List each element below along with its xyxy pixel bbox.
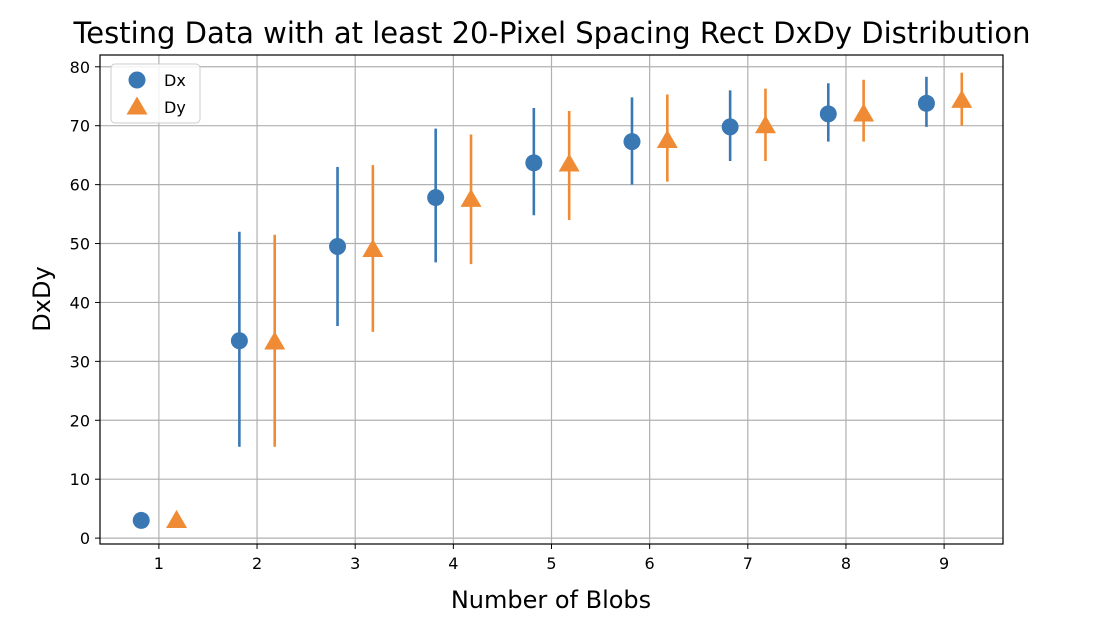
y-tick-label: 60 (70, 176, 90, 195)
y-tick-label: 10 (70, 470, 90, 489)
x-tick-label: 3 (350, 554, 360, 573)
dy-point (362, 238, 384, 257)
dx-point (427, 189, 445, 207)
dy-point (754, 115, 776, 134)
dx-point (132, 511, 150, 529)
x-tick-label: 4 (448, 554, 458, 573)
dy-point (264, 331, 286, 350)
dx-point (623, 133, 641, 151)
dy-point (656, 129, 678, 148)
dy-point (951, 89, 973, 108)
dy-point (558, 153, 580, 172)
error-bars (238, 72, 964, 447)
y-tick-label: 20 (70, 411, 90, 430)
dy-point (853, 103, 875, 122)
data-points (132, 89, 973, 529)
y-axis-label: DxDy (28, 266, 56, 331)
x-tick-label: 5 (546, 554, 556, 573)
y-tick-label: 30 (70, 352, 90, 371)
legend-dx-marker (128, 71, 146, 89)
x-tick-label: 6 (645, 554, 655, 573)
legend-dy-label: Dy (164, 98, 186, 117)
y-tick-label: 0 (80, 529, 90, 548)
dx-point (525, 154, 543, 172)
dx-point (819, 105, 837, 123)
x-tick-label: 9 (939, 554, 949, 573)
dx-point (230, 332, 248, 350)
y-axis-ticks: 0 10 20 30 40 50 60 70 80 (70, 58, 100, 548)
x-tick-label: 8 (841, 554, 851, 573)
y-tick-label: 40 (70, 293, 90, 312)
dx-point (721, 118, 739, 136)
x-axis-label: Number of Blobs (451, 586, 651, 614)
x-tick-label: 2 (252, 554, 262, 573)
x-tick-label: 1 (154, 554, 164, 573)
dy-point (166, 509, 188, 528)
dy-point (460, 188, 482, 207)
x-axis-ticks: 1 2 3 4 5 6 7 8 9 (154, 544, 949, 573)
legend: Dx Dy (110, 63, 201, 124)
dx-point (329, 237, 347, 255)
y-tick-label: 80 (70, 58, 90, 77)
grid (100, 55, 1003, 544)
dx-point (917, 94, 935, 112)
x-tick-label: 7 (743, 554, 753, 573)
legend-dx-label: Dx (164, 71, 186, 90)
legend-box (110, 63, 201, 124)
y-tick-label: 70 (70, 117, 90, 136)
legend-dy-marker (126, 96, 148, 115)
y-tick-label: 50 (70, 235, 90, 254)
chart-title: Testing Data with at least 20-Pixel Spac… (73, 16, 1031, 50)
